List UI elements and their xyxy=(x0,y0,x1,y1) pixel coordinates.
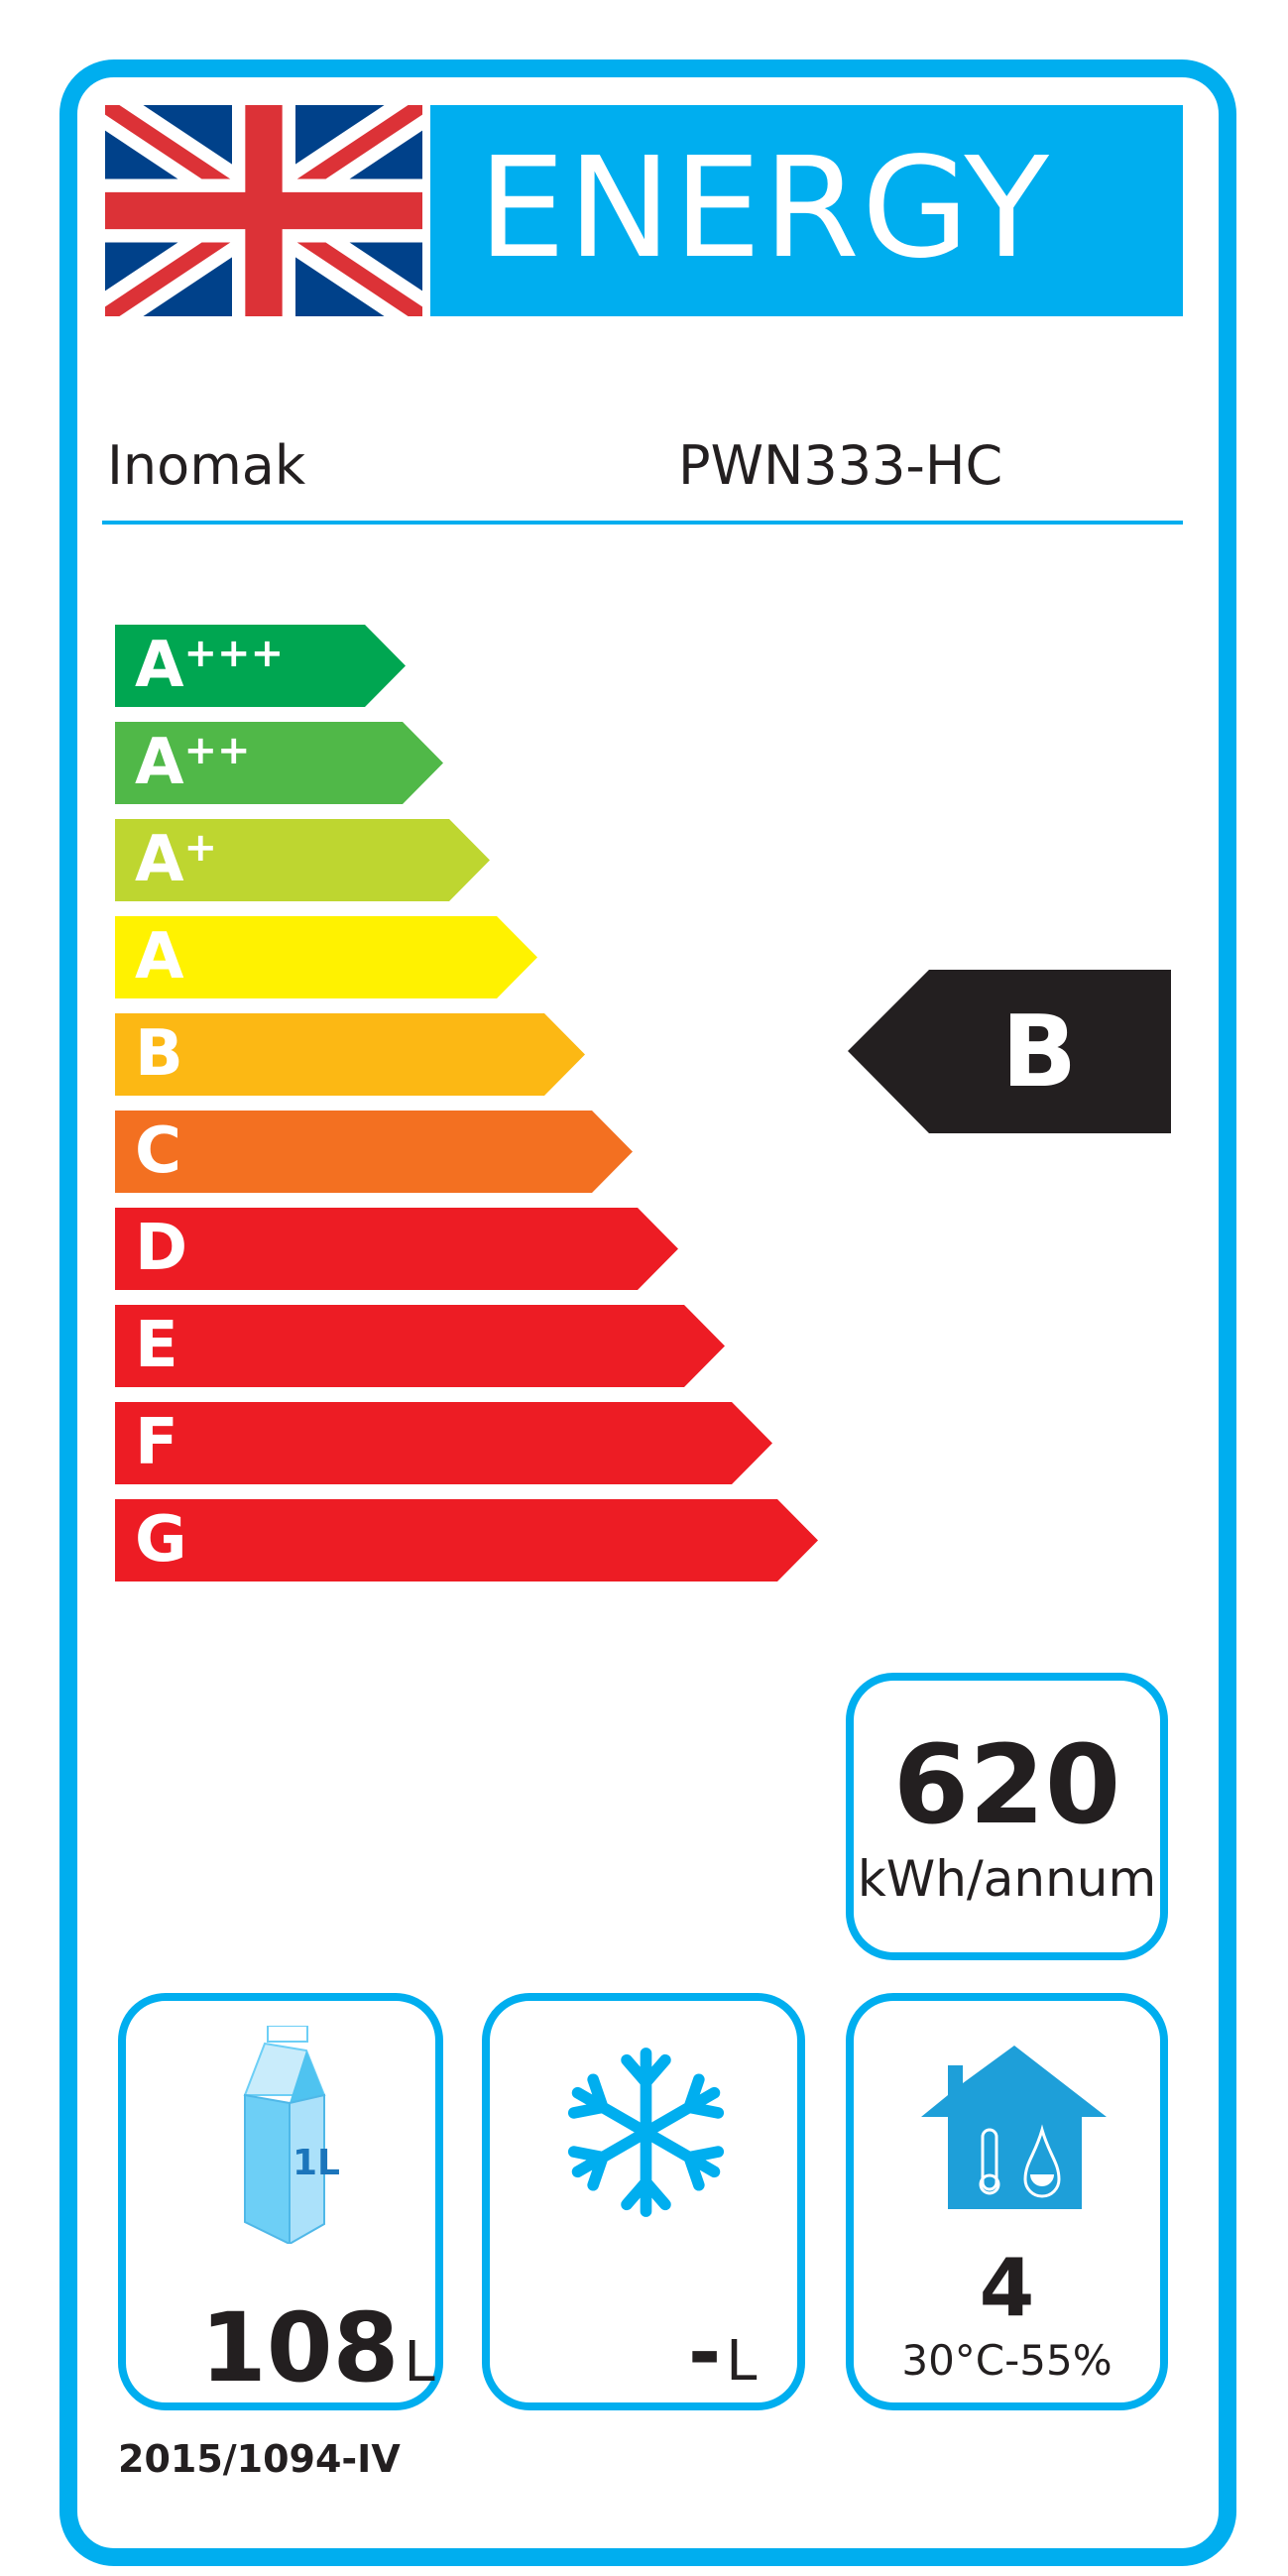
efficiency-class-bar: A++ xyxy=(115,722,443,804)
rating-class: B xyxy=(1000,994,1078,1110)
bar-shape xyxy=(115,1402,772,1484)
frozen-volume-value: - L xyxy=(688,2303,758,2402)
class-label: A+++ xyxy=(135,629,285,702)
class-label: E xyxy=(135,1309,178,1382)
bar-shape xyxy=(115,1499,818,1581)
class-label: D xyxy=(135,1212,188,1285)
svg-text:1L: 1L xyxy=(293,2143,340,2183)
rating-arrow-shape xyxy=(848,970,1171,1133)
bar-shape xyxy=(115,1111,633,1193)
model-identifier: PWN333-HC xyxy=(678,434,1003,497)
efficiency-class-bar: B xyxy=(115,1013,585,1096)
class-label: A++ xyxy=(135,726,251,799)
fresh-volume-number: 108 xyxy=(200,2292,400,2403)
frozen-volume-box: - L xyxy=(482,1993,805,2410)
efficiency-class-bar: C xyxy=(115,1111,633,1193)
consumption-value: 620 xyxy=(892,1721,1121,1848)
class-label: G xyxy=(135,1503,187,1577)
bar-shape xyxy=(115,1208,678,1290)
climate-class-box: 4 30°C-55% xyxy=(846,1993,1168,2410)
bar-shape xyxy=(115,1013,585,1096)
class-label: C xyxy=(135,1114,181,1188)
frozen-volume-unit: L xyxy=(726,2329,758,2394)
bar-shape xyxy=(115,722,443,804)
efficiency-class-bar: F xyxy=(115,1402,772,1484)
house-climate-icon xyxy=(921,2046,1107,2209)
energy-title: ENERGY xyxy=(478,128,1051,290)
milk-carton-icon: 1L xyxy=(243,2026,340,2244)
label-frame xyxy=(59,59,1236,2566)
fresh-volume-value: 108 L xyxy=(200,2298,435,2398)
regulation-reference: 2015/1094-IV xyxy=(118,2437,401,2481)
rating-arrow: B xyxy=(848,970,1171,1133)
bar-shape xyxy=(115,819,490,901)
divider xyxy=(102,521,1183,525)
climate-conditions: 30°C-55% xyxy=(901,2336,1112,2385)
class-label: B xyxy=(135,1017,183,1091)
consumption-unit: kWh/annum xyxy=(857,1850,1157,1908)
bar-shape xyxy=(115,1305,725,1387)
energy-header: ENERGY xyxy=(430,105,1183,316)
bar-shape xyxy=(115,916,537,998)
frozen-volume-number: - xyxy=(688,2306,722,2399)
efficiency-class-bar: A+++ xyxy=(115,625,406,707)
supplier-name: Inomak xyxy=(107,434,306,497)
efficiency-class-bar: E xyxy=(115,1305,725,1387)
efficiency-class-bar: A+ xyxy=(115,819,490,901)
fresh-volume-unit: L xyxy=(404,2330,435,2395)
bar-shape xyxy=(115,625,406,707)
uk-flag-icon xyxy=(105,105,422,316)
efficiency-class-bar: A xyxy=(115,916,537,998)
class-label: A xyxy=(135,920,184,994)
class-label: A+ xyxy=(135,823,218,896)
efficiency-class-bar: D xyxy=(115,1208,678,1290)
efficiency-class-bar: G xyxy=(115,1499,818,1581)
climate-class-value: 4 xyxy=(979,2242,1035,2334)
class-label: F xyxy=(135,1406,178,1479)
energy-consumption-box: 620 kWh/annum xyxy=(846,1673,1168,1960)
fresh-volume-box: 1L 108 L xyxy=(118,1993,443,2410)
snowflake-icon xyxy=(564,2048,728,2219)
